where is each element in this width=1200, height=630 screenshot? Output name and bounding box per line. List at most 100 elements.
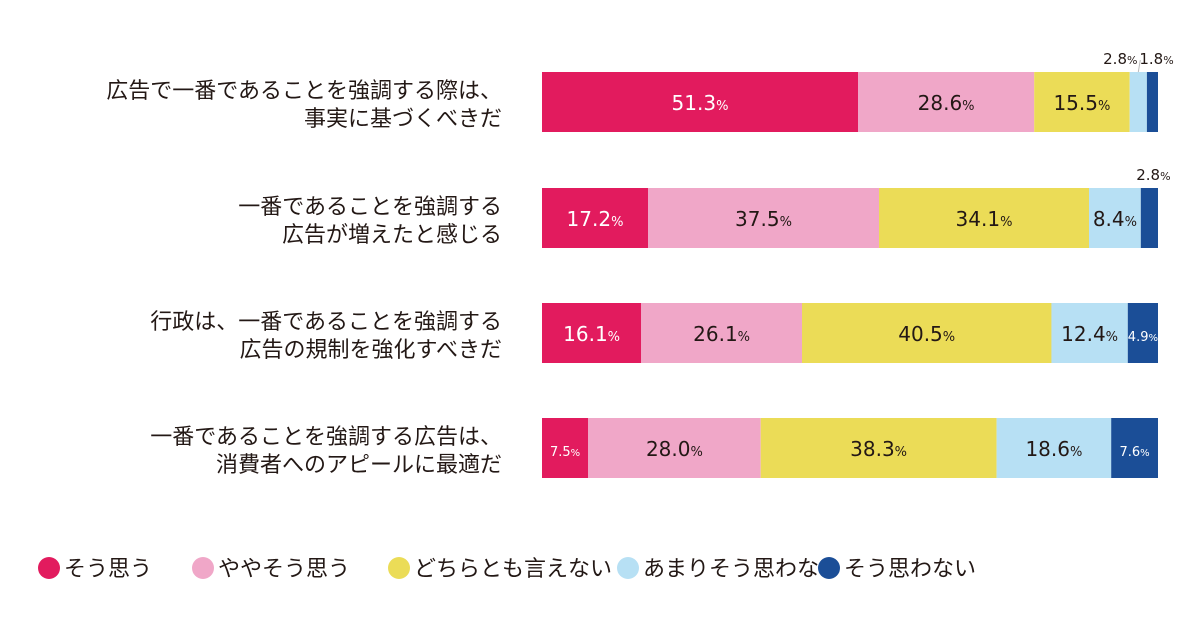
value-unit: % — [895, 445, 907, 460]
leader-line — [1137, 59, 1141, 73]
category-label-line: 広告が増えたと感じる — [282, 223, 502, 248]
value-number: 38.3 — [850, 437, 895, 461]
category-label: 行政は、一番であることを強調する広告の規制を強化すべきだ — [150, 310, 502, 363]
value-unit: % — [1148, 333, 1158, 344]
category-label-line: 事実に基づくべきだ — [304, 107, 502, 132]
value-label: 2.8% — [1103, 50, 1137, 68]
value-number: 16.1 — [563, 322, 608, 346]
bar-segment — [641, 303, 802, 363]
bar-segment — [996, 418, 1112, 478]
legend-marker — [617, 557, 639, 579]
bar-segment — [542, 418, 589, 478]
value-label: 38.3% — [850, 437, 907, 461]
value-label: 37.5% — [735, 207, 792, 231]
value-label: 8.4% — [1093, 207, 1137, 231]
value-unit: % — [1125, 215, 1137, 230]
bar-segment — [1140, 188, 1158, 248]
category-label-line: 広告で一番であることを強調する際は、 — [106, 79, 502, 104]
bar-segment — [1111, 418, 1158, 478]
value-unit: % — [608, 330, 620, 345]
value-number: 34.1 — [956, 207, 1001, 231]
legend-marker — [818, 557, 840, 579]
value-label: 2.8% — [1136, 166, 1170, 184]
bar-segment — [1129, 72, 1147, 132]
legend-label: そう思わない — [844, 557, 976, 582]
value-label: 7.5% — [550, 445, 580, 460]
value-number: 8.4 — [1093, 207, 1125, 231]
value-label: 12.4% — [1061, 322, 1118, 346]
bar-segment — [1127, 303, 1158, 363]
value-number: 1.8 — [1139, 50, 1163, 68]
value-number: 26.1 — [693, 322, 738, 346]
bar-segment — [879, 188, 1090, 248]
value-number: 40.5 — [898, 322, 943, 346]
value-label: 4.9% — [1128, 330, 1158, 345]
legend-label: ややそう思う — [218, 557, 350, 582]
category-label-line: 一番であることを強調する広告は、 — [150, 425, 502, 450]
bar-segment — [858, 72, 1035, 132]
bar-segment — [542, 188, 648, 248]
bar-segment — [802, 303, 1052, 363]
value-number: 17.2 — [567, 207, 612, 231]
value-unit: % — [1070, 445, 1082, 460]
value-unit: % — [1160, 170, 1170, 183]
value-number: 12.4 — [1061, 322, 1106, 346]
bar-segment — [648, 188, 879, 248]
bar-segment — [1146, 72, 1158, 132]
category-label: 一番であることを強調する広告が増えたと感じる — [238, 195, 502, 248]
value-number: 28.6 — [918, 91, 963, 115]
bar-segment — [1089, 188, 1141, 248]
value-label: 51.3% — [672, 91, 729, 115]
value-unit: % — [943, 330, 955, 345]
category-label: 一番であることを強調する広告は、消費者へのアピールに最適だ — [150, 425, 502, 478]
value-label: 15.5% — [1053, 91, 1110, 115]
category-label: 広告で一番であることを強調する際は、事実に基づくべきだ — [106, 79, 502, 132]
value-unit: % — [716, 99, 728, 114]
value-number: 2.8 — [1136, 166, 1160, 184]
legend-marker — [192, 557, 214, 579]
value-unit: % — [780, 215, 792, 230]
value-unit: % — [962, 99, 974, 114]
value-unit: % — [1000, 215, 1012, 230]
value-number: 37.5 — [735, 207, 780, 231]
bar-segment — [542, 303, 642, 363]
value-label: 16.1% — [563, 322, 620, 346]
bar-segment — [1034, 72, 1130, 132]
category-label-line: 一番であることを強調する — [238, 195, 502, 220]
legend-label: あまりそう思わない — [643, 557, 841, 582]
category-label-line: 行政は、一番であることを強調する — [150, 310, 502, 335]
bar-segment — [760, 418, 997, 478]
value-unit: % — [1106, 330, 1118, 345]
value-label: 34.1% — [956, 207, 1013, 231]
legend-label: どちらとも言えない — [414, 557, 612, 582]
value-label: 40.5% — [898, 322, 955, 346]
value-number: 7.5 — [550, 445, 571, 460]
value-number: 28.0 — [646, 437, 691, 461]
legend-marker — [38, 557, 60, 579]
category-label-line: 消費者へのアピールに最適だ — [216, 453, 502, 478]
value-label: 26.1% — [693, 322, 750, 346]
value-number: 2.8 — [1103, 50, 1127, 68]
value-unit: % — [1163, 54, 1173, 67]
legend-label: そう思う — [64, 557, 152, 582]
legend-marker — [388, 557, 410, 579]
value-unit: % — [571, 448, 581, 459]
bar-segment — [588, 418, 761, 478]
value-label: 17.2% — [567, 207, 624, 231]
value-unit: % — [738, 330, 750, 345]
value-number: 7.6 — [1119, 445, 1140, 460]
value-unit: % — [1098, 99, 1110, 114]
value-unit: % — [1127, 54, 1137, 67]
value-label: 7.6% — [1119, 445, 1149, 460]
value-label: 18.6% — [1025, 437, 1082, 461]
value-number: 4.9 — [1128, 330, 1149, 345]
category-label-line: 広告の規制を強化すべきだ — [240, 338, 502, 363]
value-number: 15.5 — [1053, 91, 1098, 115]
value-label: 1.8% — [1139, 50, 1173, 68]
value-unit: % — [690, 445, 702, 460]
value-unit: % — [611, 215, 623, 230]
value-label: 28.0% — [646, 437, 703, 461]
value-number: 51.3 — [672, 91, 717, 115]
bar-segment — [542, 72, 858, 132]
